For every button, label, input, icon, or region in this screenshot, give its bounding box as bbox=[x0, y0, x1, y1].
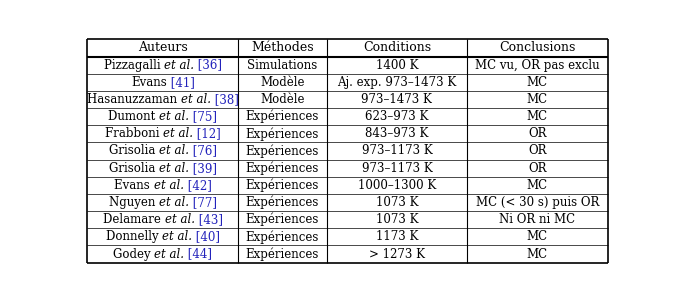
Text: [76]: [76] bbox=[189, 144, 217, 158]
Text: 1400 K: 1400 K bbox=[376, 59, 418, 71]
Text: Grisolia: Grisolia bbox=[108, 162, 159, 175]
Text: 843–973 K: 843–973 K bbox=[365, 127, 428, 140]
Text: [77]: [77] bbox=[189, 196, 217, 209]
Text: Méthodes: Méthodes bbox=[251, 42, 314, 54]
Text: Auteurs: Auteurs bbox=[138, 42, 188, 54]
Text: et al.: et al. bbox=[154, 179, 184, 192]
Text: [42]: [42] bbox=[184, 179, 212, 192]
Text: Expériences: Expériences bbox=[245, 179, 319, 192]
Text: [75]: [75] bbox=[189, 110, 218, 123]
Text: Expériences: Expériences bbox=[245, 196, 319, 209]
Text: Delamare: Delamare bbox=[103, 213, 165, 226]
Text: OR: OR bbox=[528, 144, 546, 158]
Text: et al.: et al. bbox=[165, 213, 195, 226]
Text: Expériences: Expériences bbox=[245, 144, 319, 158]
Text: Conditions: Conditions bbox=[363, 42, 431, 54]
Text: et al.: et al. bbox=[181, 93, 211, 106]
Text: 973–1173 K: 973–1173 K bbox=[361, 162, 433, 175]
Text: et al.: et al. bbox=[162, 231, 192, 243]
Text: MC (< 30 s) puis OR: MC (< 30 s) puis OR bbox=[476, 196, 599, 209]
Text: [40]: [40] bbox=[192, 231, 220, 243]
Text: [44]: [44] bbox=[184, 248, 212, 260]
Text: > 1273 K: > 1273 K bbox=[369, 248, 425, 260]
Text: 973–1473 K: 973–1473 K bbox=[361, 93, 433, 106]
Text: et al.: et al. bbox=[164, 59, 194, 71]
Text: MC: MC bbox=[527, 76, 548, 89]
Text: Modèle: Modèle bbox=[260, 76, 304, 89]
Text: Expériences: Expériences bbox=[245, 247, 319, 261]
Text: Expériences: Expériences bbox=[245, 110, 319, 123]
Text: [36]: [36] bbox=[194, 59, 222, 71]
Text: et al.: et al. bbox=[159, 144, 189, 158]
Text: Ni OR ni MC: Ni OR ni MC bbox=[499, 213, 576, 226]
Text: Conclusions: Conclusions bbox=[499, 42, 576, 54]
Text: Hasanuzzaman: Hasanuzzaman bbox=[87, 93, 181, 106]
Text: 1073 K: 1073 K bbox=[376, 196, 418, 209]
Text: [41]: [41] bbox=[167, 76, 195, 89]
Text: MC: MC bbox=[527, 179, 548, 192]
Text: et al.: et al. bbox=[155, 248, 184, 260]
Text: 1173 K: 1173 K bbox=[376, 231, 418, 243]
Text: Expériences: Expériences bbox=[245, 127, 319, 141]
Text: 973–1173 K: 973–1173 K bbox=[361, 144, 433, 158]
Text: Simulations: Simulations bbox=[247, 59, 317, 71]
Text: [43]: [43] bbox=[195, 213, 222, 226]
Text: et al.: et al. bbox=[159, 162, 189, 175]
Text: Donnelly: Donnelly bbox=[106, 231, 162, 243]
Text: [12]: [12] bbox=[193, 127, 221, 140]
Text: Nguyen: Nguyen bbox=[108, 196, 159, 209]
Text: Dumont: Dumont bbox=[108, 110, 159, 123]
Text: MC: MC bbox=[527, 110, 548, 123]
Text: et al.: et al. bbox=[159, 196, 189, 209]
Text: Aj. exp. 973–1473 K: Aj. exp. 973–1473 K bbox=[337, 76, 456, 89]
Text: Evans: Evans bbox=[131, 76, 167, 89]
Text: MC: MC bbox=[527, 248, 548, 260]
Text: 1000–1300 K: 1000–1300 K bbox=[358, 179, 436, 192]
Text: Expériences: Expériences bbox=[245, 213, 319, 226]
Text: Modèle: Modèle bbox=[260, 93, 304, 106]
Text: Expériences: Expériences bbox=[245, 161, 319, 175]
Text: [38]: [38] bbox=[211, 93, 239, 106]
Text: Godey: Godey bbox=[113, 248, 155, 260]
Text: Grisolia: Grisolia bbox=[108, 144, 159, 158]
Text: Frabboni: Frabboni bbox=[105, 127, 163, 140]
Text: Evans: Evans bbox=[114, 179, 154, 192]
Text: MC vu, OR pas exclu: MC vu, OR pas exclu bbox=[475, 59, 599, 71]
Text: 1073 K: 1073 K bbox=[376, 213, 418, 226]
Text: et al.: et al. bbox=[159, 110, 189, 123]
Text: 623–973 K: 623–973 K bbox=[365, 110, 428, 123]
Text: OR: OR bbox=[528, 127, 546, 140]
Text: MC: MC bbox=[527, 231, 548, 243]
Text: Pizzagalli: Pizzagalli bbox=[104, 59, 164, 71]
Text: MC: MC bbox=[527, 93, 548, 106]
Text: OR: OR bbox=[528, 162, 546, 175]
Text: [39]: [39] bbox=[189, 162, 217, 175]
Text: Expériences: Expériences bbox=[245, 230, 319, 244]
Text: et al.: et al. bbox=[163, 127, 193, 140]
